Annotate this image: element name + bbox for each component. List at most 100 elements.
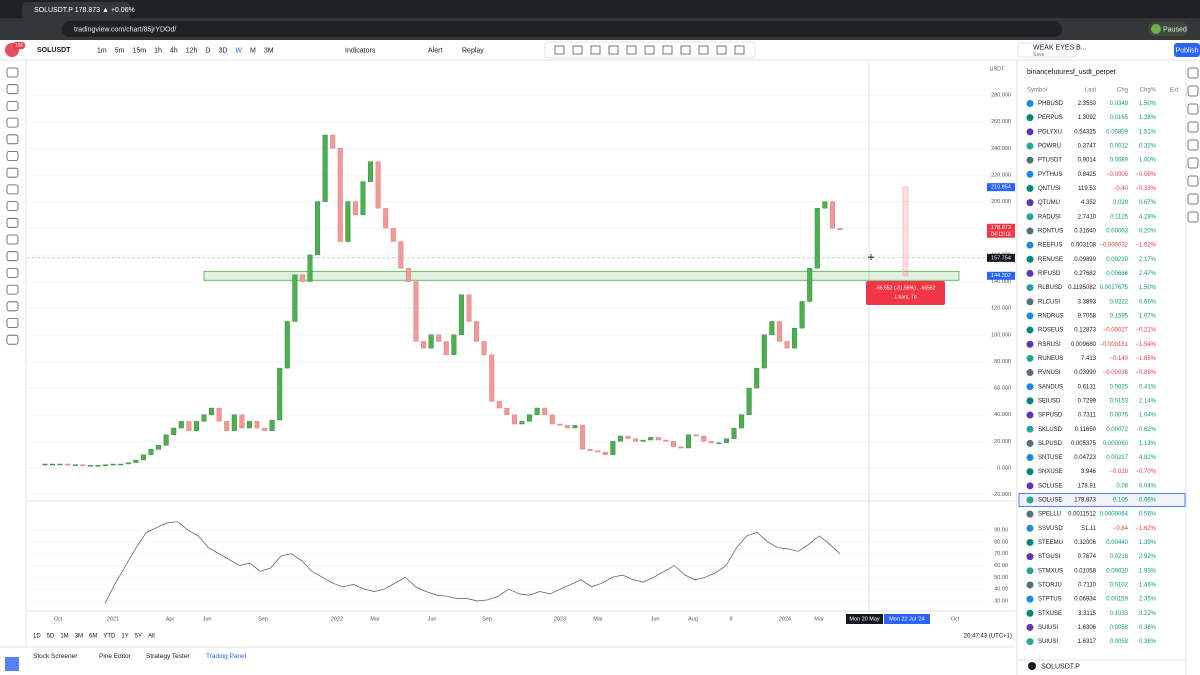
row-symbol[interactable]: STORJU	[1038, 583, 1062, 589]
row-symbol[interactable]: SKLUSD	[1038, 427, 1063, 433]
row-symbol[interactable]: SLPUSD	[1038, 441, 1063, 447]
column-header[interactable]: Last	[1085, 88, 1097, 94]
row-symbol[interactable]: SOLUSE	[1038, 483, 1062, 489]
row-symbol[interactable]: STGUSI	[1038, 554, 1061, 560]
row-symbol[interactable]: SANDUS	[1038, 384, 1063, 390]
layout-box[interactable]	[1017, 42, 1077, 58]
column-header[interactable]: Chg%	[1140, 88, 1157, 94]
row-symbol[interactable]: RVNUSI	[1038, 370, 1061, 376]
range-button[interactable]: 1M	[60, 634, 68, 640]
interval[interactable]: M	[250, 47, 256, 54]
tool-icon[interactable]	[6, 184, 19, 195]
row-symbol[interactable]: RDNTUS	[1038, 229, 1063, 235]
row-symbol[interactable]: RSRUSI	[1038, 342, 1061, 348]
row-symbol[interactable]: POWRU	[1038, 144, 1061, 150]
interval[interactable]: 5m	[115, 47, 125, 54]
column-header[interactable]: Chg	[1117, 88, 1128, 94]
row-symbol[interactable]: QNTUSI	[1038, 186, 1061, 192]
draw-tool[interactable]	[680, 45, 691, 55]
row-symbol[interactable]: STEEMU	[1038, 540, 1063, 546]
row-symbol[interactable]: RIFUSD	[1038, 271, 1061, 277]
interval[interactable]: W	[235, 47, 242, 54]
range-button[interactable]: YTD	[103, 634, 116, 640]
side-icon[interactable]	[1187, 121, 1199, 133]
interval[interactable]: 12h	[186, 47, 198, 54]
row-symbol[interactable]: ROSEUS	[1038, 328, 1063, 334]
side-icon[interactable]	[1187, 139, 1199, 151]
row-symbol[interactable]: SSVUSD	[1038, 526, 1063, 532]
range-button[interactable]: 6M	[89, 634, 97, 640]
row-symbol[interactable]: PYTHUS	[1038, 172, 1062, 178]
side-icon[interactable]	[1187, 175, 1199, 187]
row-symbol[interactable]: QTUMU	[1038, 200, 1060, 206]
range-button[interactable]: 1D	[33, 634, 41, 640]
draw-tool[interactable]	[608, 45, 619, 55]
tool-icon[interactable]	[6, 201, 19, 212]
interval[interactable]: 3M	[264, 47, 274, 54]
draw-tool[interactable]	[716, 45, 727, 55]
row-symbol[interactable]: RLCUSI	[1038, 299, 1060, 305]
interval[interactable]: 1m	[97, 47, 107, 54]
side-icon[interactable]	[1187, 103, 1199, 115]
interval[interactable]: 1h	[154, 47, 162, 54]
range-button[interactable]: 1Y	[121, 634, 128, 640]
watchlist-name[interactable]: binancefuturesf_usdt_perpet	[1027, 69, 1116, 76]
row-symbol[interactable]: STPTUS	[1038, 597, 1062, 603]
row-symbol[interactable]: SFPUSD	[1038, 413, 1063, 419]
draw-tool[interactable]	[662, 45, 673, 55]
row-symbol[interactable]: RUNEUS	[1038, 356, 1063, 362]
tool-icon[interactable]	[6, 267, 19, 278]
bottom-tab[interactable]: Trading Panel	[206, 653, 247, 660]
row-symbol[interactable]: SEIUSD	[1038, 398, 1061, 404]
row-symbol[interactable]: SNXUSE	[1038, 469, 1063, 475]
tool-icon[interactable]	[6, 167, 19, 178]
tool-icon[interactable]	[6, 251, 19, 262]
tab[interactable]	[22, 2, 130, 18]
symbol[interactable]: SOLUSDT	[37, 47, 71, 54]
column-header[interactable]: Ext	[1170, 88, 1179, 94]
side-icon[interactable]	[1187, 211, 1199, 223]
row-symbol[interactable]: RADUSI	[1038, 214, 1061, 220]
range-button[interactable]: All	[148, 634, 155, 640]
tool-icon[interactable]	[6, 134, 19, 145]
tool-icon[interactable]	[6, 234, 19, 245]
tool-icon[interactable]	[6, 151, 19, 161]
row-symbol[interactable]: RLBUSD	[1038, 285, 1063, 291]
interval[interactable]: 4h	[170, 47, 178, 54]
row-symbol[interactable]: RENUSE	[1038, 257, 1063, 263]
tool-icon[interactable]	[6, 117, 19, 128]
row-symbol[interactable]: PERPUS	[1038, 115, 1063, 121]
publish-button[interactable]	[1174, 43, 1200, 57]
interval[interactable]: D	[205, 47, 210, 54]
tool-icon[interactable]	[6, 301, 19, 312]
indicators-button[interactable]: Indicators	[345, 47, 376, 54]
address-bar[interactable]	[62, 21, 1062, 37]
bottom-tab[interactable]: Stock Screener	[33, 653, 78, 660]
draw-tool[interactable]	[590, 45, 601, 55]
replay-button[interactable]: Replay	[462, 47, 484, 54]
side-icon[interactable]	[1187, 67, 1199, 79]
row-symbol[interactable]: SUIUSI	[1038, 625, 1058, 631]
tool-icon[interactable]	[6, 67, 19, 78]
interval[interactable]: 15m	[132, 47, 146, 54]
row-symbol[interactable]: PTUSDT	[1038, 158, 1062, 164]
tool-icon[interactable]	[6, 217, 19, 228]
tool-icon[interactable]	[6, 84, 19, 95]
side-icon[interactable]	[1187, 193, 1199, 205]
tool-icon[interactable]	[6, 334, 19, 345]
tool-icon[interactable]	[6, 101, 19, 111]
row-symbol[interactable]: STXUSE	[1038, 611, 1062, 617]
row-symbol[interactable]: SOLUSE	[1038, 498, 1062, 504]
bottom-tab[interactable]: Pine Editor	[99, 653, 132, 660]
range-button[interactable]: 5Y	[135, 634, 142, 640]
column-header[interactable]: Symbol	[1027, 88, 1047, 94]
row-symbol[interactable]: SUIUSI	[1038, 639, 1058, 645]
draw-tool[interactable]	[626, 45, 637, 55]
bottom-tab[interactable]: Strategy Tester	[146, 653, 190, 660]
draw-tool[interactable]	[698, 45, 709, 55]
row-symbol[interactable]: REEFUS	[1038, 243, 1062, 249]
row-symbol[interactable]: SNTUSE	[1038, 455, 1062, 461]
row-symbol[interactable]: SPELLU	[1038, 512, 1061, 518]
row-symbol[interactable]: STMXUS	[1038, 568, 1063, 574]
alert-button[interactable]: Alert	[428, 47, 442, 54]
